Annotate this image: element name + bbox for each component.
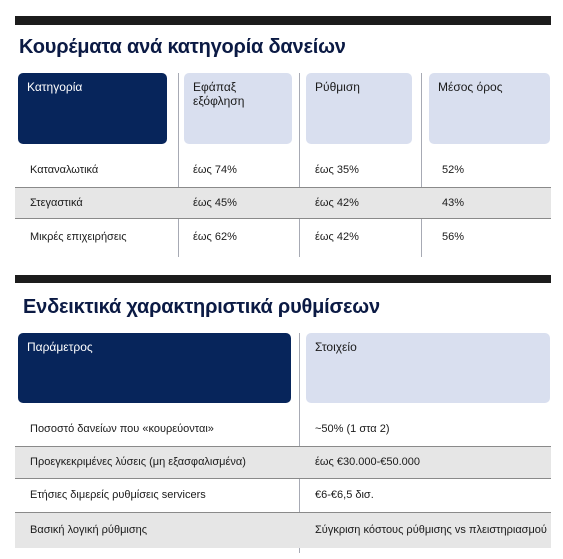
table2-row-divider [15, 446, 551, 447]
table1-header-category: Κατηγορία [18, 73, 167, 144]
table1-cell-category: Μικρές επιχειρήσεις [30, 231, 127, 243]
table2-cell-value: έως €30.000-€50.000 [315, 456, 421, 468]
table1-cell-category: Στεγαστικά [30, 197, 83, 209]
table2-title: Ενδεικτικά χαρακτηριστικά ρυθμίσεων [23, 296, 380, 318]
table2-cell-parameter: Ποσοστό δανείων που «κουρεύονται» [30, 423, 214, 435]
table1-title: Κουρέματα ανά κατηγορία δανείων [19, 36, 346, 58]
table2-cell-value: ~50% (1 στα 2) [315, 423, 390, 435]
table1-cell-settlement: έως 42% [315, 197, 359, 209]
table1-cell-lump-sum: έως 62% [193, 231, 237, 243]
table1-column-divider [299, 73, 300, 257]
table2-header-value: Στοιχείο [306, 333, 550, 403]
table1-row-divider [15, 218, 551, 219]
table1-cell-category: Καταναλωτικά [30, 164, 99, 176]
table1-column-divider [178, 73, 179, 257]
table1-cell-average: 52% [442, 164, 465, 176]
table2-row-shade [15, 512, 551, 548]
table1-cell-settlement: έως 35% [315, 164, 359, 176]
table1-cell-average: 43% [442, 197, 465, 209]
section-divider-bar [15, 275, 551, 283]
table1-header-lump-sum: Εφάπαξ εξόφληση [184, 73, 292, 144]
table2-header-parameter: Παράμετρος [18, 333, 291, 403]
table1-row-divider [15, 187, 551, 188]
table2-row-divider [15, 512, 551, 513]
table1-column-divider [421, 73, 422, 257]
table2-row-divider [15, 478, 551, 479]
table1-header-settlement: Ρύθμιση [306, 73, 412, 144]
table1-cell-average: 56% [442, 231, 465, 243]
table2-cell-parameter: Βασική λογική ρύθμισης [30, 524, 148, 536]
table2-cell-value: €6-€6,5 δισ. [315, 489, 374, 501]
top-divider-bar [15, 16, 551, 25]
table1-cell-lump-sum: έως 74% [193, 164, 237, 176]
table2-cell-parameter: Ετήσιες διμερείς ρυθμίσεις servicers [30, 489, 206, 501]
table2-column-divider [299, 333, 300, 553]
table1-cell-settlement: έως 42% [315, 231, 359, 243]
table2-cell-value: Σύγκριση κόστους ρύθμισης vs πλειστηριασ… [315, 524, 547, 536]
table1-header-average: Μέσος όρος [429, 73, 550, 144]
table1-cell-lump-sum: έως 45% [193, 197, 237, 209]
table2-cell-parameter: Προεγκεκριμένες λύσεις (μη εξασφαλισμένα… [30, 456, 246, 468]
table2-row-shade [15, 446, 551, 478]
table1-row-shade [15, 187, 551, 218]
